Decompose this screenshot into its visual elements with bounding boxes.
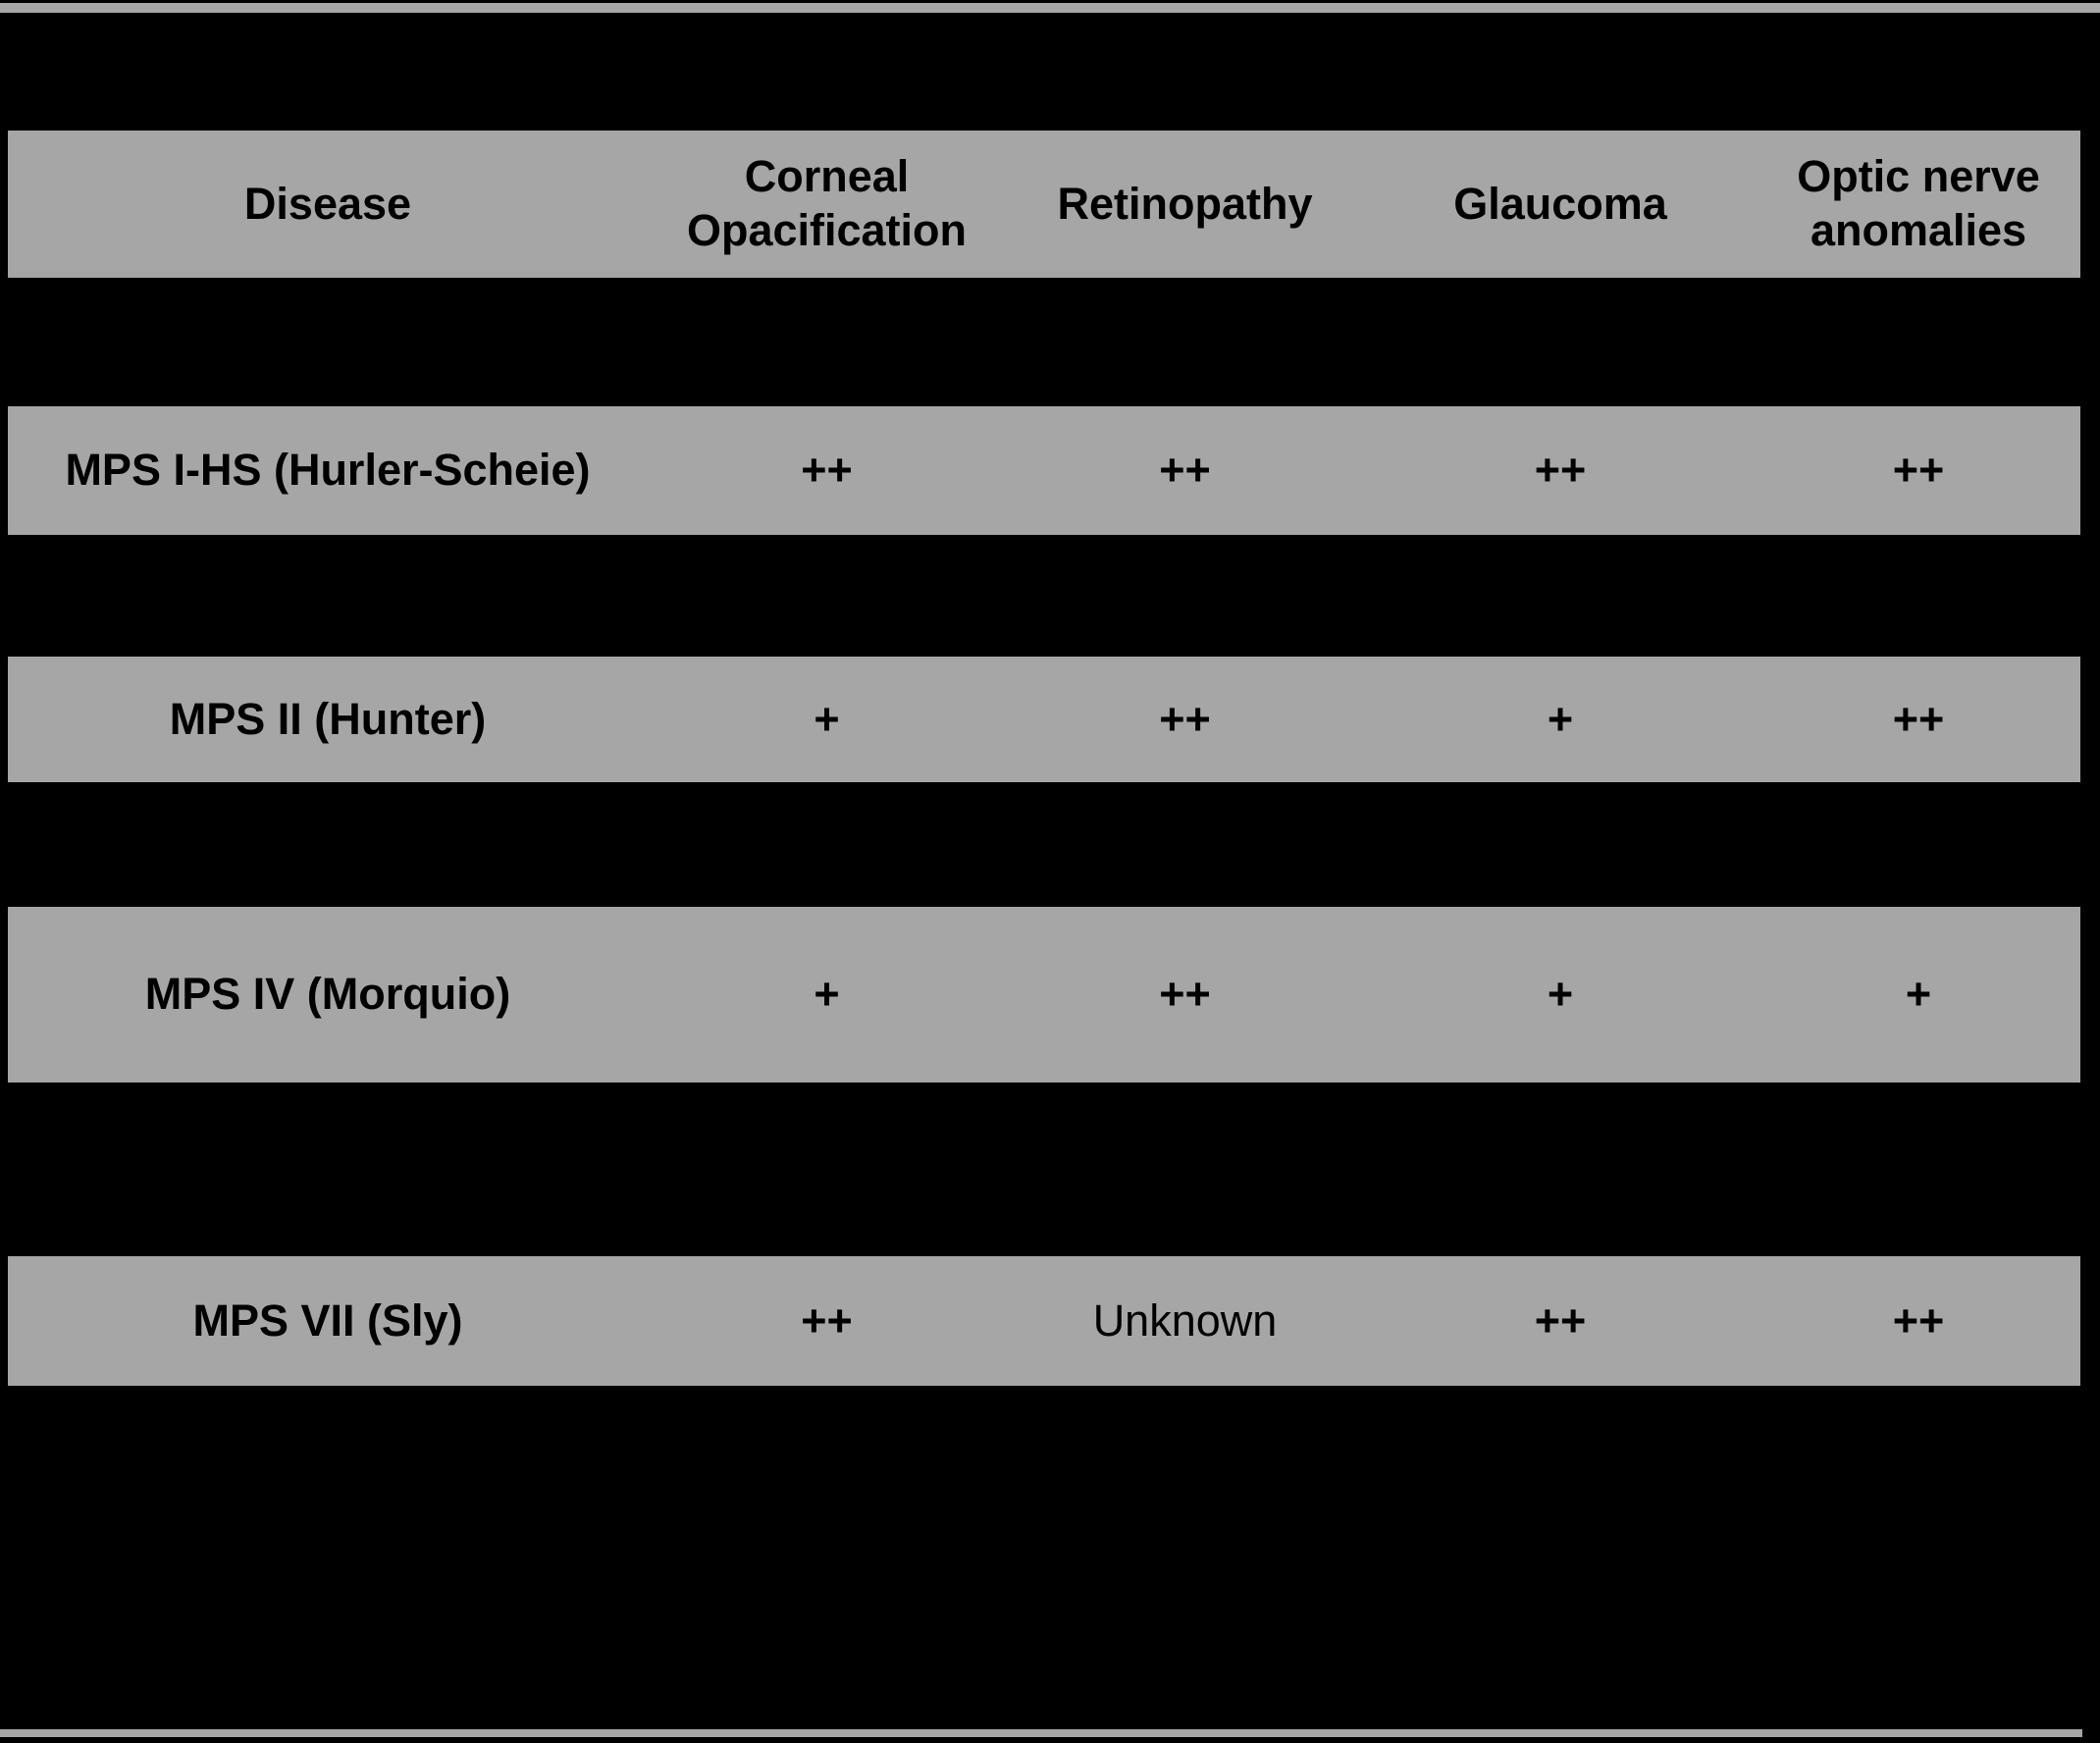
corneal-opacification-value-cell: +: [814, 693, 840, 744]
top-border-line: [0, 3, 2100, 13]
disease-name-cell: MPS II (Hunter): [169, 693, 487, 744]
glaucoma-value-cell: ++: [1534, 1294, 1587, 1346]
glaucoma-value-cell: +: [1547, 969, 1574, 1020]
column-header-disease: Disease: [243, 178, 412, 229]
glaucoma-value-cell: +: [1547, 693, 1574, 744]
table-row-mps-i-hs: MPS I-HS (Hurler-Scheie) ++ ++ ++ ++: [8, 406, 2080, 535]
bottom-border-line: [0, 1729, 2082, 1737]
optic-nerve-anomalies-value-cell: ++: [1892, 445, 1945, 496]
retinopathy-value-cell: ++: [1159, 969, 1211, 1020]
mps-ocular-features-table-figure: Disease Corneal Opacification Retinopath…: [0, 3, 2100, 1743]
retinopathy-value-cell: ++: [1159, 445, 1211, 496]
table-row-mps-ii: MPS II (Hunter) + ++ + ++: [8, 657, 2080, 782]
corneal-opacification-value-cell: ++: [801, 1294, 853, 1346]
table-row-mps-vii: MPS VII (Sly) ++ Unknown ++ ++: [8, 1256, 2080, 1386]
disease-name-cell: MPS I-HS (Hurler-Scheie): [65, 445, 591, 496]
table-row-mps-iv: MPS IV (Morquio) + ++ + +: [8, 907, 2080, 1083]
column-header-retinopathy: Retinopathy: [1057, 178, 1313, 229]
retinopathy-value-cell: ++: [1159, 693, 1211, 744]
column-header-optic-nerve-anomalies: Optic nerve anomalies: [1797, 151, 2040, 255]
glaucoma-value-cell: ++: [1534, 445, 1587, 496]
table-header-row: Disease Corneal Opacification Retinopath…: [8, 131, 2080, 278]
optic-nerve-anomalies-value-cell: ++: [1892, 1294, 1945, 1346]
corneal-opacification-value-cell: +: [814, 969, 840, 1020]
disease-name-cell: MPS IV (Morquio): [144, 969, 511, 1020]
optic-nerve-anomalies-value-cell: +: [1905, 969, 1932, 1020]
corneal-opacification-value-cell: ++: [801, 445, 853, 496]
column-header-corneal-opacification: Corneal Opacification: [686, 151, 968, 255]
retinopathy-value-cell: Unknown: [1092, 1294, 1278, 1346]
disease-name-cell: MPS VII (Sly): [192, 1294, 463, 1346]
optic-nerve-anomalies-value-cell: ++: [1892, 693, 1945, 744]
column-header-glaucoma: Glaucoma: [1453, 178, 1667, 229]
